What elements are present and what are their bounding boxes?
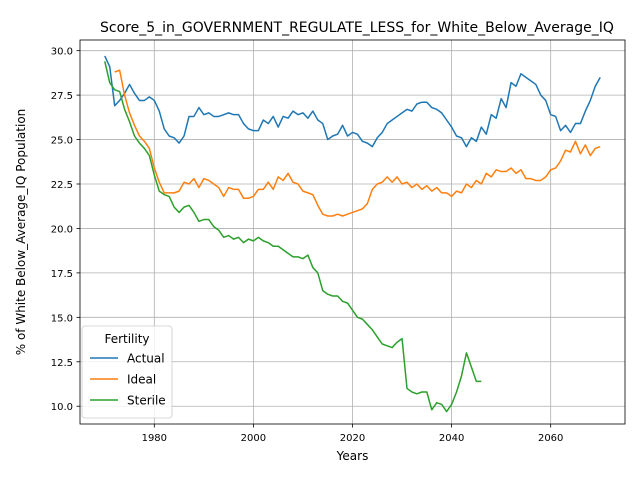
y-tick-label: 30.0: [51, 47, 73, 58]
y-tick-label: 12.5: [51, 358, 73, 369]
x-axis: 1980 2000 2020 2040 2060: [142, 424, 563, 444]
y-tick-label: 27.5: [51, 91, 73, 102]
x-tick-label: 2040: [439, 433, 464, 444]
legend-label-actual: Actual: [127, 352, 165, 366]
x-axis-label: Years: [336, 449, 369, 463]
y-axis: 10.0 12.5 15.0 17.5 20.0 22.5 25.0 27.5 30.0: [51, 47, 80, 413]
x-tick-label: 1980: [142, 433, 167, 444]
chart-title: Score_5_in_GOVERNMENT_REGULATE_LESS_for_…: [100, 20, 614, 36]
series-layer: [104, 55, 601, 413]
y-tick-label: 20.0: [51, 224, 73, 235]
x-tick-label: 2060: [538, 433, 563, 444]
legend-label-sterile: Sterile: [127, 394, 166, 408]
y-tick-label: 25.0: [51, 136, 73, 147]
series-line-sterile: [104, 61, 482, 413]
x-tick-label: 2000: [241, 433, 266, 444]
y-tick-label: 17.5: [51, 269, 73, 280]
legend-box: [81, 325, 173, 419]
legend-title: Fertility: [104, 332, 149, 346]
series-line-ideal: [114, 69, 601, 217]
y-tick-label: 10.0: [51, 402, 73, 413]
legend: Fertility Actual Ideal Sterile: [81, 325, 173, 419]
y-axis-label: % of White Below_Average_IQ Population: [14, 109, 28, 356]
legend-label-ideal: Ideal: [127, 373, 156, 387]
y-tick-label: 22.5: [51, 180, 73, 191]
y-tick-label: 15.0: [51, 313, 73, 324]
x-tick-label: 2020: [340, 433, 365, 444]
series-line-actual: [104, 55, 601, 148]
